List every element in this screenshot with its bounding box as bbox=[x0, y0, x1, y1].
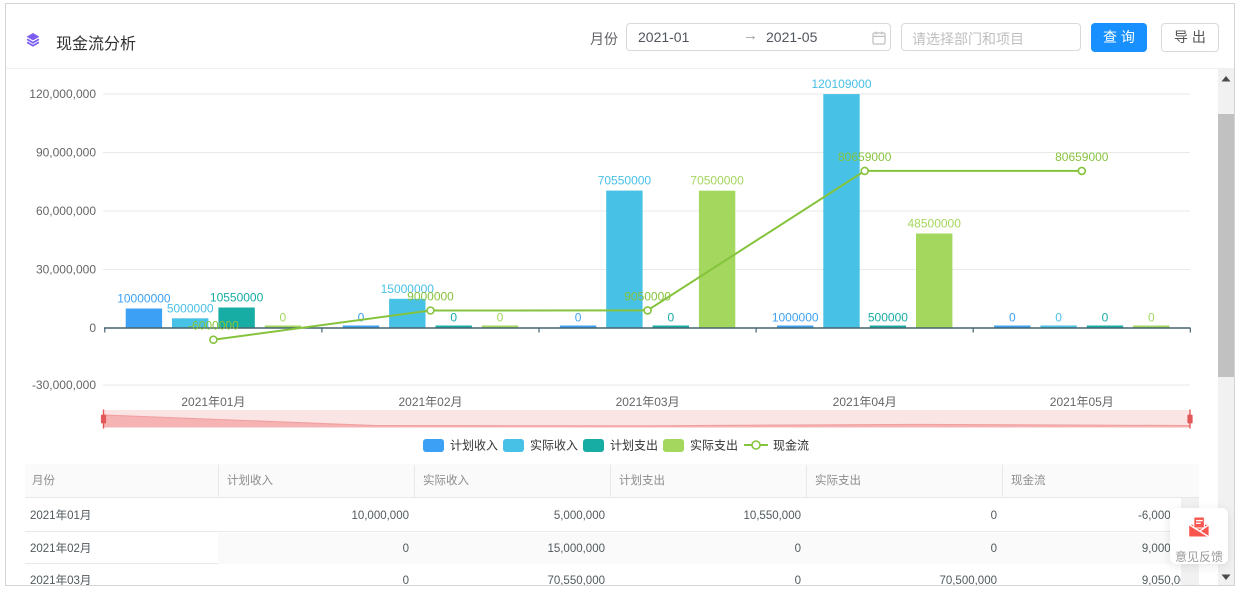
svg-text:80659000: 80659000 bbox=[1055, 150, 1109, 164]
svg-text:2021年03月: 2021年03月 bbox=[616, 395, 680, 409]
svg-text:120,000,000: 120,000,000 bbox=[29, 87, 96, 101]
svg-text:0: 0 bbox=[667, 311, 674, 325]
svg-text:2021年05月: 2021年05月 bbox=[1050, 395, 1114, 409]
svg-text:10000000: 10000000 bbox=[117, 292, 171, 306]
svg-text:70550000: 70550000 bbox=[598, 174, 652, 188]
svg-text:-30,000,000: -30,000,000 bbox=[32, 378, 96, 392]
svg-text:2021年02月: 2021年02月 bbox=[398, 395, 462, 409]
svg-text:9000000: 9000000 bbox=[407, 290, 454, 304]
svg-text:80659000: 80659000 bbox=[838, 150, 892, 164]
svg-text:0: 0 bbox=[575, 311, 582, 325]
svg-text:实际收入: 实际收入 bbox=[530, 438, 578, 453]
svg-text:60,000,000: 60,000,000 bbox=[36, 204, 96, 218]
svg-text:0: 0 bbox=[1009, 311, 1016, 325]
svg-text:0: 0 bbox=[450, 311, 457, 325]
svg-text:1000000: 1000000 bbox=[772, 311, 819, 325]
svg-text:0: 0 bbox=[1148, 311, 1155, 325]
svg-text:10550000: 10550000 bbox=[210, 291, 264, 305]
svg-text:30,000,000: 30,000,000 bbox=[36, 263, 96, 277]
svg-text:实际支出: 实际支出 bbox=[690, 438, 738, 453]
svg-text:48500000: 48500000 bbox=[908, 217, 962, 231]
svg-text:5000000: 5000000 bbox=[167, 301, 214, 315]
svg-text:9050000: 9050000 bbox=[624, 289, 671, 303]
svg-text:0: 0 bbox=[1102, 311, 1109, 325]
svg-text:15000000: 15000000 bbox=[381, 282, 435, 296]
svg-text:2021年01月: 2021年01月 bbox=[181, 395, 245, 409]
svg-text:70500000: 70500000 bbox=[690, 174, 744, 188]
svg-text:计划收入: 计划收入 bbox=[450, 439, 498, 453]
svg-text:-6000000: -6000000 bbox=[188, 319, 239, 333]
svg-text:500000: 500000 bbox=[868, 311, 908, 325]
svg-text:0: 0 bbox=[280, 311, 287, 325]
svg-text:0: 0 bbox=[1055, 311, 1062, 325]
svg-text:120109000: 120109000 bbox=[811, 77, 871, 91]
svg-text:0: 0 bbox=[497, 311, 504, 325]
svg-text:计划支出: 计划支出 bbox=[610, 439, 658, 453]
svg-text:2021年04月: 2021年04月 bbox=[833, 395, 897, 409]
svg-text:0: 0 bbox=[358, 311, 365, 325]
svg-text:0: 0 bbox=[89, 321, 96, 335]
svg-text:现金流: 现金流 bbox=[773, 438, 809, 453]
svg-text:90,000,000: 90,000,000 bbox=[36, 146, 96, 160]
